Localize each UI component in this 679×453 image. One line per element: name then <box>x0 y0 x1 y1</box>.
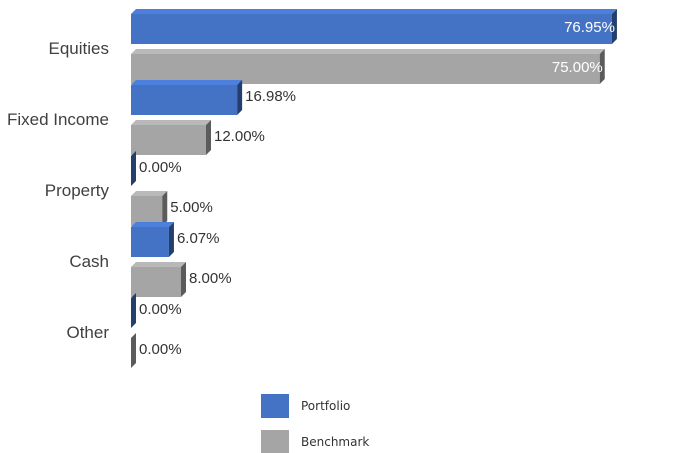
portfolio-value-label-cash: 6.07% <box>177 230 220 247</box>
portfolio-value-label-fixed-income: 16.98% <box>245 88 296 105</box>
category-label-fixed-income: Fixed Income <box>7 110 109 129</box>
benchmark-value-label-fixed-income: 12.00% <box>214 128 265 145</box>
category-label-property: Property <box>45 181 110 200</box>
portfolio-bar-fixed-income <box>131 80 243 115</box>
category-label-cash: Cash <box>69 252 109 271</box>
benchmark-value-label-equities: 75.00% <box>552 59 603 76</box>
category-label-other: Other <box>66 323 109 342</box>
benchmark-value-label-cash: 8.00% <box>189 270 232 287</box>
benchmark-bar-cash <box>131 262 186 297</box>
portfolio-bar-equities <box>131 9 617 44</box>
benchmark-bar-property <box>131 191 168 226</box>
portfolio-value-label-other: 0.00% <box>139 301 182 318</box>
benchmark-value-label-property: 5.00% <box>170 199 213 216</box>
benchmark-bar-equities <box>131 49 605 84</box>
benchmark-bar-fixed-income <box>131 120 211 155</box>
portfolio-bar-cash <box>131 222 174 257</box>
portfolio-bar-property <box>131 151 136 186</box>
benchmark-legend-swatch <box>261 430 289 453</box>
portfolio-value-label-property: 0.00% <box>139 159 182 176</box>
benchmark-bar-other <box>131 333 136 368</box>
benchmark-legend-label: Benchmark <box>301 435 369 449</box>
portfolio-bar-other <box>131 293 136 328</box>
portfolio-legend-label: Portfolio <box>301 399 350 413</box>
portfolio-legend-swatch <box>261 394 289 418</box>
benchmark-value-label-other: 0.00% <box>139 341 182 358</box>
portfolio-value-label-equities: 76.95% <box>564 19 615 36</box>
category-label-equities: Equities <box>49 39 109 58</box>
